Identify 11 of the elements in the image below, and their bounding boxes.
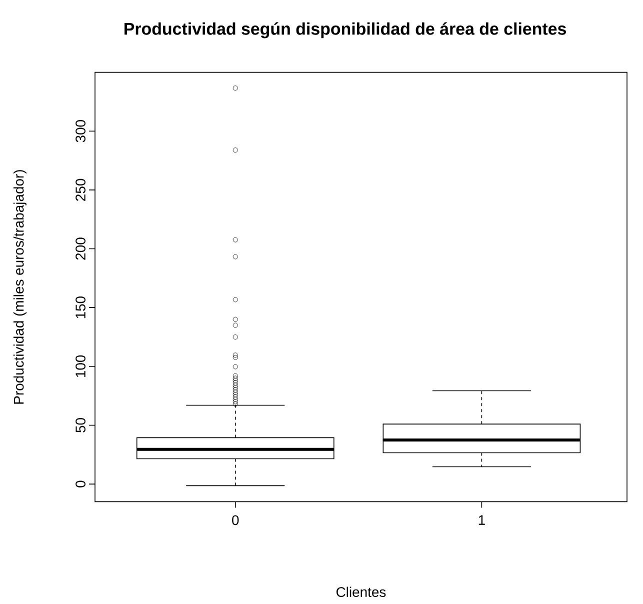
y-tick-label: 50 — [76, 418, 86, 432]
x-axis-title: Clientes — [336, 586, 386, 598]
y-tick-label: 300 — [76, 120, 86, 142]
y-axis-title: Productividad (miles euros/trabajador) — [13, 170, 26, 404]
y-tick-label: 100 — [76, 355, 86, 377]
chart-title: Productividad según disponibilidad de área de clientes — [124, 22, 566, 38]
y-tick-label: 0 — [76, 480, 86, 488]
y-tick-label: 250 — [76, 178, 86, 201]
y-tick-label: 150 — [76, 296, 86, 318]
y-tick-label: 200 — [76, 238, 86, 260]
x-tick-label: 1 — [478, 515, 485, 525]
